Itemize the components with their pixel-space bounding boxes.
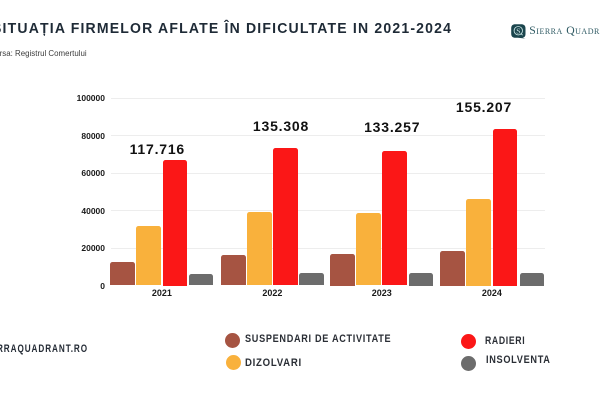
svg-text:S: S <box>516 27 520 36</box>
